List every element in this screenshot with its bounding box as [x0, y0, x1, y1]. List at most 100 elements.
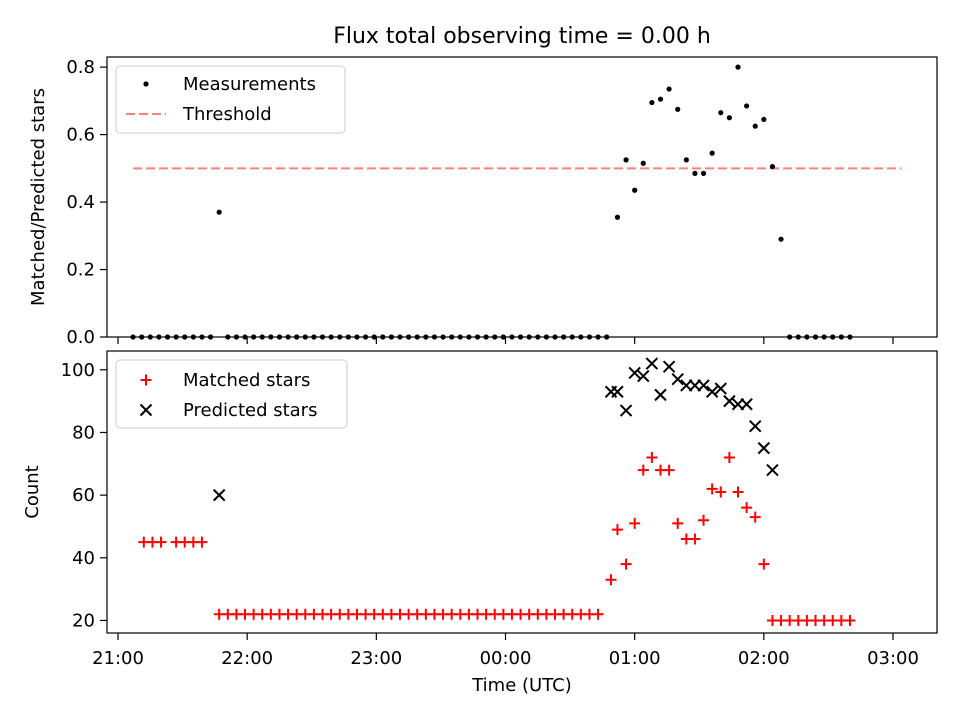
predicted-star-point	[705, 385, 719, 398]
bottom-x-tick-label: 02:00	[738, 648, 790, 669]
bottom-y-tick-label: 40	[72, 548, 95, 569]
top-y-tick-label: 0.8	[66, 57, 95, 78]
bottom-x-tick-label: 03:00	[867, 648, 919, 669]
chart-title: Flux total observing time = 0.00 h	[333, 24, 711, 49]
predicted-star-point	[749, 419, 762, 433]
predicted-star-point	[212, 488, 226, 502]
measurement-point	[778, 236, 784, 242]
matched-star-point	[629, 517, 641, 529]
matched-star-point	[715, 486, 727, 498]
measurement-point	[769, 164, 776, 170]
predicted-star-point	[766, 463, 779, 477]
top-y-tick-label: 0.2	[66, 260, 95, 281]
measurement-point	[675, 106, 681, 112]
bottom-panel: 20 40 60 80 100 21:00 22:00 23:00 00:00 01:00 02:…	[22, 350, 938, 696]
measurement-point	[666, 86, 672, 92]
top-y-tick-label: 0.0	[66, 327, 95, 348]
predicted-star-point	[740, 398, 753, 411]
measurement-point	[632, 187, 638, 193]
legend-measurements-label: Measurements	[183, 74, 316, 95]
legend-measurements-marker	[143, 81, 149, 87]
predicted-star-point	[662, 360, 676, 373]
measurement-point	[614, 214, 621, 220]
matched-star-point	[196, 536, 208, 548]
matched-star-point	[672, 517, 684, 529]
matched-star-point	[620, 558, 632, 570]
top-axes-frame	[106, 56, 938, 338]
bottom-y-tick-label: 80	[72, 422, 95, 443]
measurement-point	[700, 170, 707, 176]
measurement-point	[735, 64, 741, 70]
predicted-star-point	[645, 357, 659, 370]
bottom-y-tick-label: 20	[72, 610, 95, 631]
predicted-star-point	[637, 369, 650, 383]
matched-star-point	[732, 486, 744, 498]
bottom-x-tick-label: 21:00	[92, 648, 144, 669]
predicted-star-point	[611, 385, 624, 398]
top-y-tick-label: 0.6	[66, 125, 95, 146]
predicted-star-point	[671, 372, 684, 386]
predicted-star-point	[714, 382, 727, 395]
matched-star-point	[758, 558, 770, 570]
measurement-point	[649, 99, 655, 106]
matched-star-point	[844, 614, 856, 626]
top-y-tick-label: 0.4	[66, 192, 95, 213]
bottom-y-axis-label: Count	[22, 465, 43, 518]
top-plot-area	[130, 64, 902, 340]
predicted-star-point	[654, 388, 667, 402]
predicted-star-point	[628, 366, 641, 380]
measurement-point	[752, 123, 758, 129]
measurement-point	[683, 157, 689, 163]
matched-star-point	[723, 452, 735, 464]
top-y-axis: 0.0 0.2 0.4 0.6 0.8	[66, 57, 107, 348]
predicted-star-point	[619, 404, 633, 417]
bottom-x-tick-label: 01:00	[609, 648, 661, 669]
legend-matched-marker	[140, 374, 152, 386]
bottom-x-axis: 21:00 22:00 23:00 00:00 01:00 02:00 03:00	[92, 633, 919, 669]
predicted-star-point	[697, 379, 710, 392]
matched-star-point	[663, 464, 675, 476]
matched-star-point	[646, 452, 658, 464]
measurement-point	[761, 116, 767, 123]
measurement-point	[718, 110, 724, 116]
bottom-y-axis: 20 40 60 80 100	[61, 360, 107, 631]
legend-threshold-label: Threshold	[182, 104, 272, 125]
matched-star-point	[689, 533, 701, 545]
bottom-x-axis-label: Time (UTC)	[471, 675, 572, 696]
matched-star-point	[698, 514, 710, 526]
matched-star-point	[605, 574, 617, 586]
top-y-axis-label: Matched/Predicted stars	[28, 88, 49, 306]
bottom-legend: Matched stars Predicted stars	[115, 359, 348, 429]
bottom-x-tick-label: 22:00	[221, 648, 273, 669]
top-panel: 0.00.20.40.60.8 Matched/Predicted stars …	[28, 56, 938, 348]
matched-star-point	[741, 502, 753, 514]
matched-star-point	[706, 483, 718, 495]
bottom-x-tick-label: 23:00	[350, 648, 402, 669]
matched-star-point	[637, 464, 649, 476]
matched-star-point	[611, 524, 623, 536]
top-legend-frame	[115, 65, 346, 134]
bottom-axes-frame	[106, 350, 938, 634]
bottom-plot-area	[138, 357, 856, 626]
predicted-star-point	[723, 394, 736, 408]
legend-matched-label: Matched stars	[183, 370, 310, 391]
measurement-point	[744, 103, 750, 109]
measurement-point	[216, 209, 222, 215]
legend-predicted-marker	[139, 403, 153, 417]
measurement-point	[692, 170, 698, 176]
bottom-y-tick-label: 100	[61, 360, 95, 381]
measurement-point	[726, 115, 732, 121]
bottom-x-tick-label: 00:00	[480, 648, 532, 669]
measurement-point	[640, 160, 646, 166]
top-legend: Measurements Threshold	[115, 65, 346, 134]
measurement-point	[623, 157, 629, 163]
legend-predicted-label: Predicted stars	[183, 400, 317, 421]
matched-star-point	[155, 536, 167, 548]
bottom-y-tick-label: 60	[72, 485, 95, 506]
predicted-star-point	[757, 441, 771, 455]
measurement-point	[657, 96, 664, 102]
bottom-legend-frame	[115, 359, 348, 429]
matched-star-point	[592, 608, 604, 620]
measurement-point	[709, 150, 715, 156]
